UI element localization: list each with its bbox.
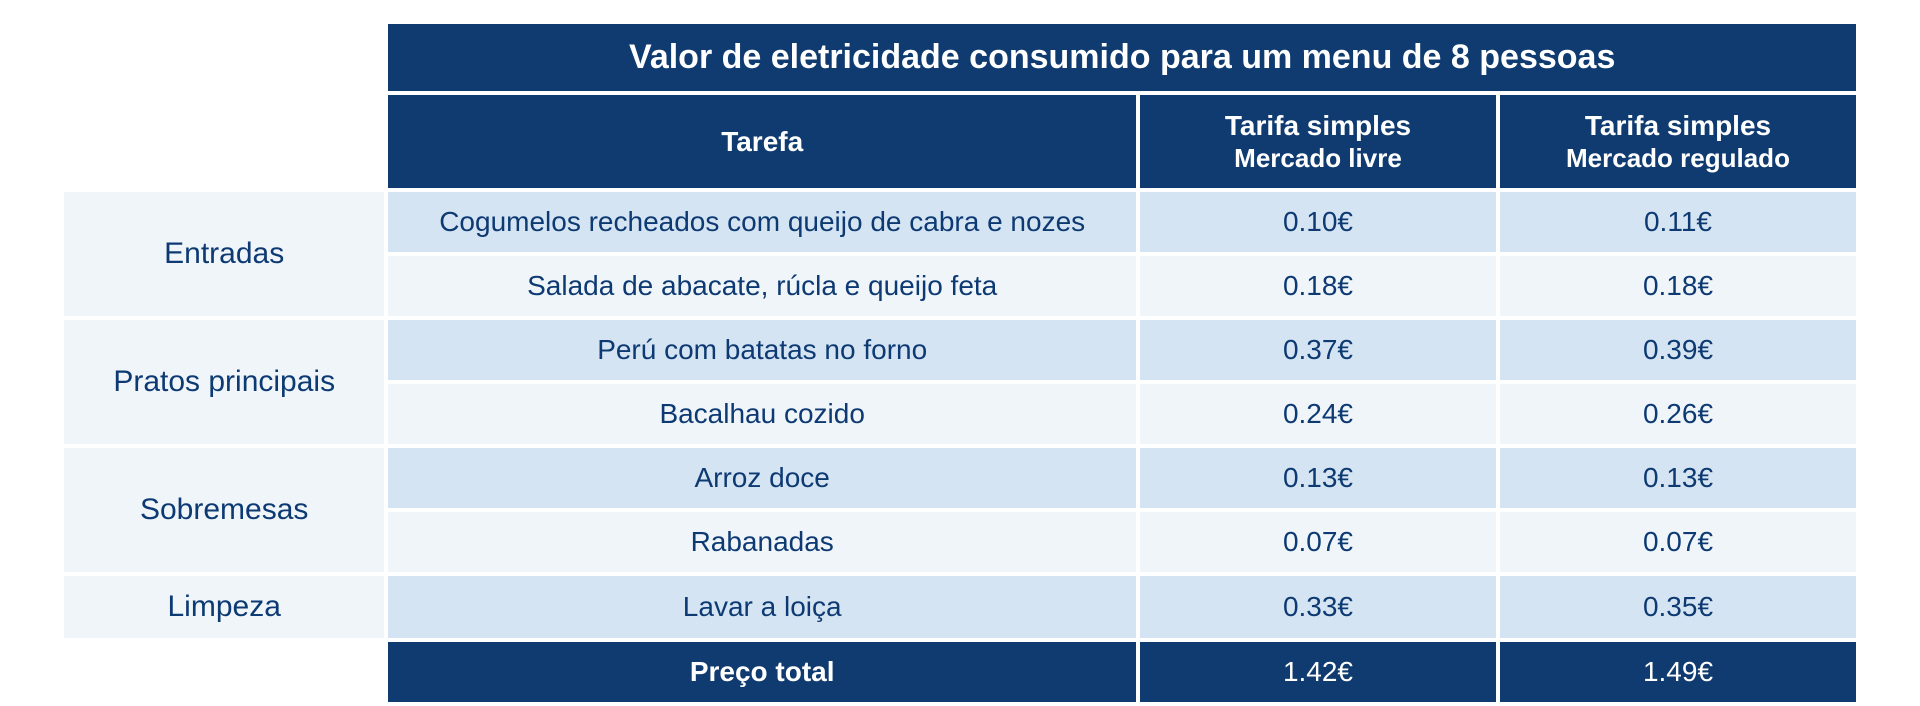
value-regulado: 0.07€ bbox=[1500, 512, 1856, 572]
col-header-livre-l2: Mercado livre bbox=[1158, 143, 1478, 174]
value-regulado: 0.35€ bbox=[1500, 576, 1856, 638]
table-row: Entradas Cogumelos recheados com queijo … bbox=[64, 192, 1856, 252]
task-cell: Perú com batatas no forno bbox=[388, 320, 1136, 380]
value-regulado: 0.11€ bbox=[1500, 192, 1856, 252]
task-cell: Rabanadas bbox=[388, 512, 1136, 572]
category-entradas: Entradas bbox=[64, 192, 384, 316]
category-pratos: Pratos principais bbox=[64, 320, 384, 444]
task-cell: Salada de abacate, rúcla e queijo feta bbox=[388, 256, 1136, 316]
col-header-livre-l1: Tarifa simples bbox=[1225, 110, 1411, 141]
value-regulado: 0.13€ bbox=[1500, 448, 1856, 508]
table-title: Valor de eletricidade consumido para um … bbox=[388, 24, 1856, 91]
blank-cell bbox=[64, 24, 384, 91]
category-limpeza: Limpeza bbox=[64, 576, 384, 638]
value-livre: 0.24€ bbox=[1140, 384, 1496, 444]
table-row: Pratos principais Perú com batatas no fo… bbox=[64, 320, 1856, 380]
table-row: Sobremesas Arroz doce 0.13€ 0.13€ bbox=[64, 448, 1856, 508]
task-cell: Cogumelos recheados com queijo de cabra … bbox=[388, 192, 1136, 252]
col-header-livre: Tarifa simples Mercado livre bbox=[1140, 95, 1496, 188]
table-row: Limpeza Lavar a loiça 0.33€ 0.35€ bbox=[64, 576, 1856, 638]
task-cell: Bacalhau cozido bbox=[388, 384, 1136, 444]
task-cell: Lavar a loiça bbox=[388, 576, 1136, 638]
task-cell: Arroz doce bbox=[388, 448, 1136, 508]
blank-cell bbox=[64, 95, 384, 188]
col-header-regulado: Tarifa simples Mercado regulado bbox=[1500, 95, 1856, 188]
category-sobremesas: Sobremesas bbox=[64, 448, 384, 572]
value-livre: 0.10€ bbox=[1140, 192, 1496, 252]
value-regulado: 0.39€ bbox=[1500, 320, 1856, 380]
col-header-regulado-l2: Mercado regulado bbox=[1518, 143, 1838, 174]
col-header-tarefa: Tarefa bbox=[388, 95, 1136, 188]
col-header-regulado-l1: Tarifa simples bbox=[1585, 110, 1771, 141]
value-regulado: 0.26€ bbox=[1500, 384, 1856, 444]
table-title-row: Valor de eletricidade consumido para um … bbox=[64, 24, 1856, 91]
electricity-cost-table: Valor de eletricidade consumido para um … bbox=[60, 20, 1860, 706]
value-regulado: 0.18€ bbox=[1500, 256, 1856, 316]
table-header-row: Tarefa Tarifa simples Mercado livre Tari… bbox=[64, 95, 1856, 188]
value-livre: 0.07€ bbox=[1140, 512, 1496, 572]
value-livre: 0.18€ bbox=[1140, 256, 1496, 316]
value-livre: 0.13€ bbox=[1140, 448, 1496, 508]
value-livre: 0.37€ bbox=[1140, 320, 1496, 380]
value-livre: 0.33€ bbox=[1140, 576, 1496, 638]
